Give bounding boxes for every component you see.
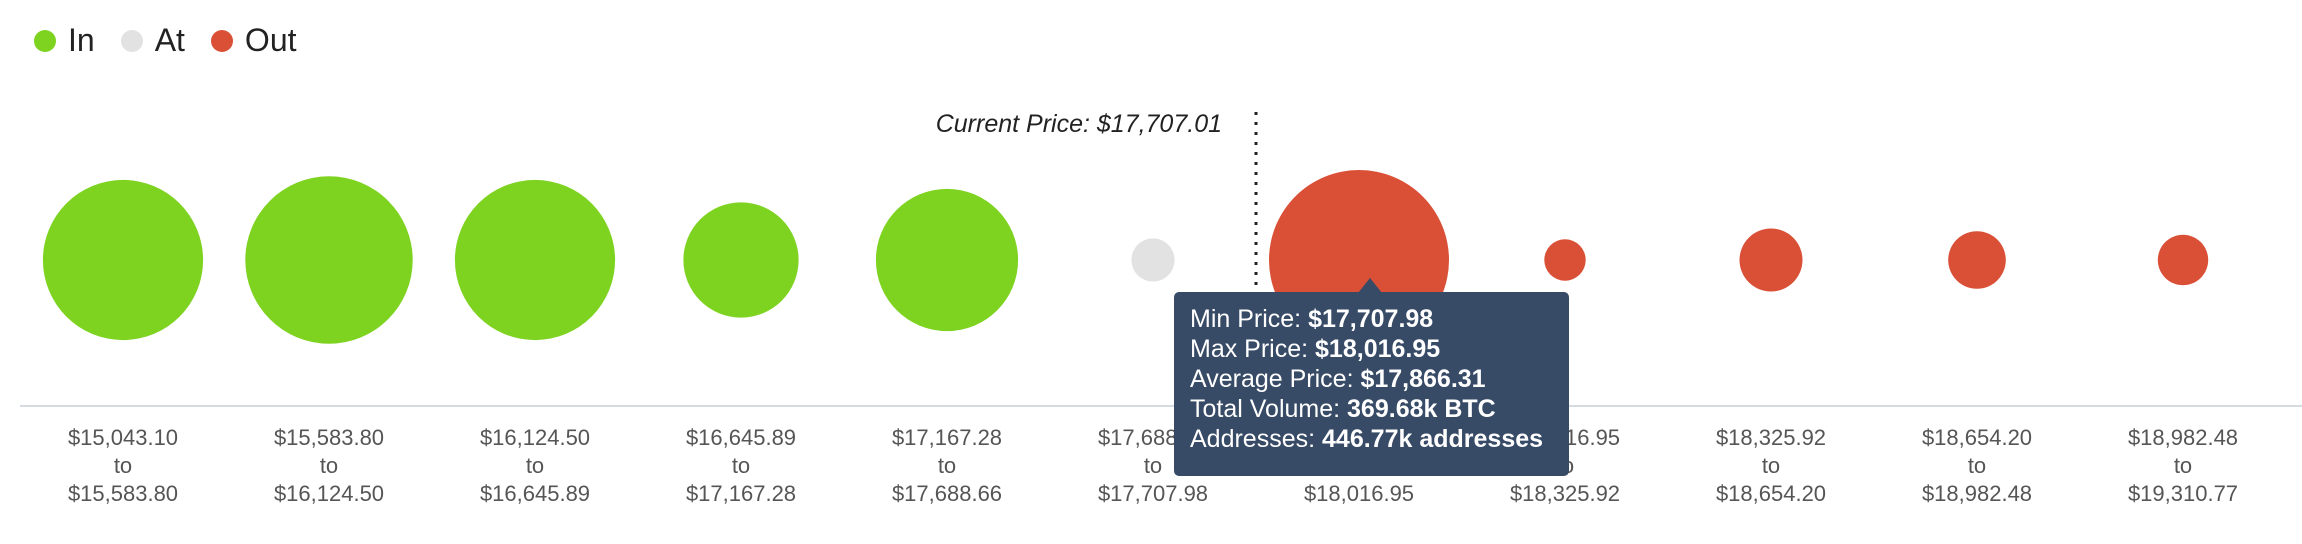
tick-label-2-2: $16,645.89: [480, 481, 590, 506]
legend-dot: [34, 29, 56, 52]
tick-label-9-2: $18,982.48: [1922, 481, 2032, 506]
tick-label-3-2: $17,167.28: [686, 481, 796, 506]
tooltip-arrow: [1358, 278, 1382, 293]
tooltip-label: Min Price:: [1190, 305, 1309, 333]
bubble-8[interactable]: [1739, 228, 1803, 292]
tooltip-label: Total Volume:: [1190, 395, 1348, 423]
tooltip-value: 446.77k addresses: [1322, 425, 1544, 453]
tick-label-1-2: $16,124.50: [274, 481, 384, 506]
tooltip-value: $17,707.98: [1308, 305, 1434, 333]
tick-label-0-1: to: [114, 453, 132, 478]
tooltip-row-0: Min Price: $17,707.98: [1190, 304, 1553, 334]
tick-label-8-2: $18,654.20: [1716, 481, 1826, 506]
tooltip-value: $17,866.31: [1360, 365, 1486, 393]
tick-label-4-2: $17,688.66: [892, 481, 1002, 506]
bubble-1[interactable]: [245, 176, 413, 344]
bubble-7[interactable]: [1544, 239, 1586, 281]
legend-item-at[interactable]: At: [120, 22, 185, 59]
tick-label-3-1: to: [732, 453, 750, 478]
legend-item-out[interactable]: Out: [210, 22, 297, 59]
bubble-9[interactable]: [1948, 231, 2006, 289]
tooltip-label: Addresses:: [1190, 425, 1323, 453]
tick-label-9-1: to: [1968, 453, 1986, 478]
tick-label-6-2: $18,016.95: [1304, 481, 1414, 506]
bubble-10[interactable]: [2157, 234, 2209, 286]
tick-label-7-2: $18,325.92: [1510, 481, 1620, 506]
tooltip-row-1: Max Price: $18,016.95: [1190, 334, 1553, 364]
tooltip: Min Price: $17,707.98 Max Price: $18,016.…: [1174, 292, 1569, 476]
tick-label-0-0: $15,043.10: [68, 425, 178, 450]
tick-label-4-1: to: [938, 453, 956, 478]
tooltip-value: $18,016.95: [1315, 335, 1441, 363]
current-price-label: Current Price: $17,707.01: [935, 110, 1222, 138]
legend-label: Out: [244, 22, 297, 58]
legend-dot: [210, 29, 233, 52]
tick-label-10-1: to: [2174, 453, 2192, 478]
bubble-0[interactable]: [42, 179, 204, 341]
bubble-3[interactable]: [683, 202, 799, 318]
legend-item-in[interactable]: In: [34, 22, 95, 59]
tick-label-2-0: $16,124.50: [480, 425, 590, 450]
tick-label-3-0: $16,645.89: [686, 425, 796, 450]
tick-label-8-0: $18,325.92: [1716, 425, 1826, 450]
tick-label-5-2: $17,707.98: [1098, 481, 1208, 506]
tick-label-8-1: to: [1762, 453, 1780, 478]
tooltip-row-2: Average Price: $17,866.31: [1190, 364, 1553, 394]
tooltip-row-4: Addresses: 446.77k addresses: [1190, 424, 1553, 454]
tooltip-row-3: Total Volume: 369.68k BTC: [1190, 394, 1553, 424]
tick-label-9-0: $18,654.20: [1922, 425, 2032, 450]
legend-label: At: [154, 22, 185, 58]
tick-label-5-1: to: [1144, 453, 1162, 478]
tick-label-10-0: $18,982.48: [2128, 425, 2238, 450]
tick-label-4-0: $17,167.28: [892, 425, 1002, 450]
bubble-5[interactable]: [1131, 238, 1175, 282]
tick-label-10-2: $19,310.77: [2128, 481, 2238, 506]
tick-label-0-2: $15,583.80: [68, 481, 178, 506]
tick-label-2-1: to: [526, 453, 544, 478]
bubble-2[interactable]: [454, 179, 616, 341]
legend-label: In: [68, 22, 95, 58]
tooltip-label: Max Price:: [1190, 335, 1316, 363]
legend: In At Out: [34, 22, 297, 59]
tooltip-value: 369.68k BTC: [1347, 395, 1496, 423]
tick-label-1-0: $15,583.80: [274, 425, 384, 450]
tooltip-label: Average Price:: [1190, 365, 1361, 393]
tick-label-1-1: to: [320, 453, 338, 478]
bubble-4[interactable]: [875, 188, 1019, 332]
legend-dot: [120, 29, 143, 52]
